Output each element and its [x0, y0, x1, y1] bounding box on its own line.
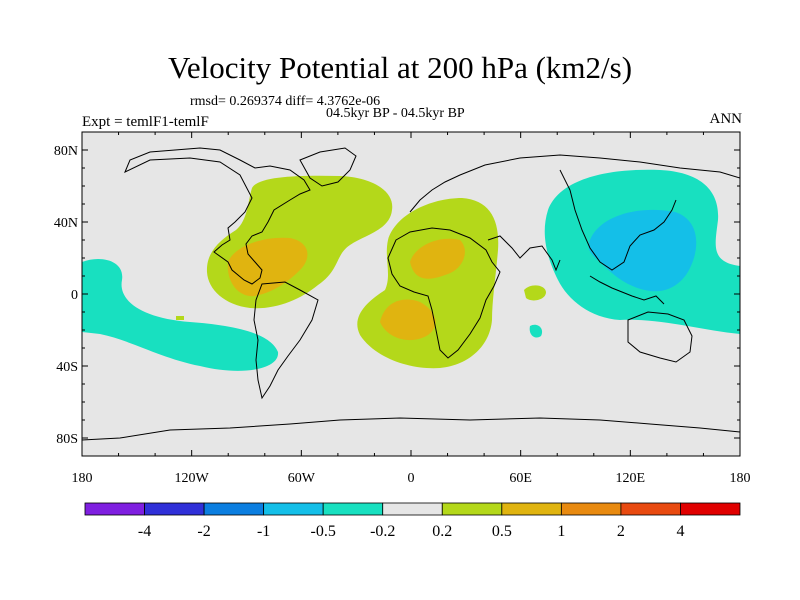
axis-tick-labels: 80N 40N 0 40S 80S 180 120W 60W 0 60E 120E 180 [54, 144, 751, 486]
coast-arabia-india [487, 235, 561, 272]
lon-tick-label: 60W [288, 471, 316, 486]
coast-australia [627, 311, 693, 363]
colorbar-label: 0.5 [492, 523, 512, 540]
lat-tick-label: 0 [71, 288, 78, 303]
colorbar-swatch [84, 502, 145, 516]
coast-antarctica [82, 417, 740, 441]
colorbar-label: 2 [617, 523, 625, 540]
lon-tick-label: 120E [616, 471, 646, 486]
experiment-label: Expt = temlF1-temlF [82, 114, 209, 130]
colorbar-swatch [263, 502, 324, 516]
coast-africa [387, 227, 501, 359]
colorbar-label: 1 [557, 523, 565, 540]
coast-europe-asia [409, 154, 740, 271]
lon-tick-label: 180 [72, 471, 93, 486]
period-text: 04.5kyr BP - 04.5kyr BP [326, 106, 465, 121]
colorbar: -4 -2 -1 -0.5 -0.2 0.2 0.5 1 2 4 [84, 502, 741, 540]
colorbar-label: 0.2 [432, 523, 452, 540]
colorbar-swatch [441, 502, 503, 516]
contour-positive-south-atlantic [380, 299, 436, 341]
colorbar-label: -1 [257, 523, 270, 540]
colorbar-swatch [203, 502, 265, 516]
coast-south-america [253, 281, 319, 400]
coast-greenland [299, 147, 357, 187]
contour-negative-indian-ocean-small [529, 324, 543, 338]
lon-tick-label: 120W [175, 471, 210, 486]
colorbar-swatch [680, 502, 741, 516]
colorbar-swatch [560, 502, 622, 516]
axis-ticks [81, 131, 741, 457]
colorbar-label: -0.2 [370, 523, 395, 540]
lon-tick-label: 0 [408, 471, 415, 486]
lon-tick-label: 180 [730, 471, 751, 486]
lat-tick-label: 40N [54, 216, 78, 231]
colorbar-swatch [382, 502, 443, 516]
map-title: Velocity Potential at 200 hPa (km2/s) [167, 50, 633, 85]
contour-negative-west-pacific-core [588, 209, 697, 292]
colorbar-label: -0.5 [311, 523, 336, 540]
coastlines [82, 147, 740, 441]
colorbar-label: -2 [197, 523, 210, 540]
colorbar-label: 4 [676, 523, 684, 540]
colorbar-swatch [322, 502, 384, 516]
lat-tick-label: 40S [56, 360, 78, 375]
colorbar-swatch [144, 502, 205, 516]
lat-tick-label: 80S [56, 432, 78, 447]
stats-text: rmsd= 0.269374 diff= 4.3762e-06 [190, 94, 381, 109]
contour-positive-pacific-speck [176, 316, 184, 320]
map-field [82, 132, 740, 456]
colorbar-swatch [501, 502, 562, 516]
contour-positive-indian-ocean [524, 285, 546, 301]
contour-negative-east-pacific [82, 259, 279, 371]
lat-tick-label: 80N [54, 144, 78, 159]
contour-positive-north-africa [410, 238, 465, 279]
lon-tick-label: 60E [509, 471, 532, 486]
colorbar-swatch [620, 502, 681, 516]
coast-southeast-asia [589, 275, 665, 305]
coast-north-america [124, 147, 311, 285]
season-label: ANN [709, 111, 743, 127]
colorbar-label: -4 [138, 523, 151, 540]
